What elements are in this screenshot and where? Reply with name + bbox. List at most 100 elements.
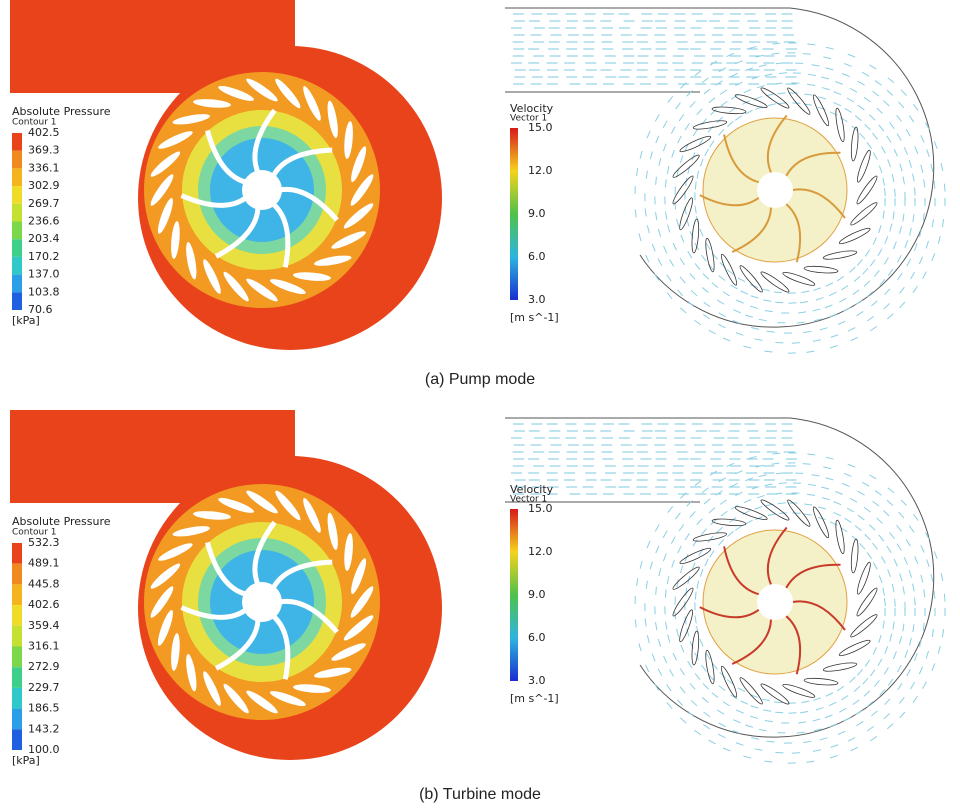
vector: [735, 332, 744, 336]
impeller-blade: [731, 619, 772, 665]
vector: [755, 464, 764, 468]
vector: [807, 43, 816, 46]
vector: [707, 125, 714, 133]
guide-vane: [172, 114, 211, 125]
vector: [655, 586, 657, 595]
guide-vane: [193, 99, 231, 108]
impeller-blade: [731, 207, 772, 253]
vector: [655, 176, 657, 185]
legend-level: 229.7: [28, 681, 60, 694]
vector: [869, 669, 876, 677]
vector: [893, 148, 898, 157]
vector: [884, 288, 891, 296]
legend-swatch: [12, 625, 22, 647]
vector: [828, 701, 837, 707]
vector: [677, 545, 682, 554]
vector: [684, 533, 690, 541]
vector: [806, 760, 815, 763]
vector: [709, 140, 715, 148]
vector: [863, 96, 871, 103]
guide-vane: [692, 532, 728, 542]
legend-unit: [kPa]: [12, 314, 40, 327]
vector: [672, 652, 677, 661]
impeller-blade: [785, 203, 802, 263]
vector: [679, 668, 685, 676]
guide-vane: [850, 614, 878, 638]
vector: [925, 240, 930, 249]
vector: [689, 511, 696, 518]
impeller-blade: [766, 114, 788, 173]
vector: [755, 516, 763, 521]
guide-vane: [246, 78, 278, 102]
guide-vane: [203, 671, 221, 706]
volute-outline: [505, 417, 935, 738]
vector: [908, 159, 912, 168]
vector: [689, 101, 696, 108]
vector: [869, 114, 876, 121]
vector: [813, 287, 821, 291]
legend-title: Velocity: [510, 483, 554, 496]
vector: [877, 248, 883, 257]
vector: [726, 269, 734, 275]
vector: [791, 342, 800, 344]
vector: [866, 701, 874, 708]
vector: [897, 682, 903, 691]
vector: [897, 664, 902, 673]
legend-level: 70.6: [28, 303, 53, 316]
vector: [813, 318, 822, 322]
vector: [751, 327, 760, 330]
guide-vane: [679, 197, 693, 231]
vector: [796, 731, 805, 734]
vector: [694, 652, 700, 661]
guide-vane: [691, 630, 700, 666]
legend-swatch: [12, 133, 22, 151]
vector: [904, 240, 909, 248]
vector: [807, 83, 816, 86]
guide-vane: [246, 490, 278, 514]
vector: [836, 275, 845, 282]
vector: [920, 135, 925, 143]
vector: [754, 748, 763, 751]
guide-vane: [351, 558, 367, 595]
vector: [923, 589, 926, 598]
vector: [864, 123, 871, 131]
vector: [696, 108, 703, 116]
vector: [756, 495, 765, 499]
vector: [718, 685, 726, 691]
vector: [745, 314, 754, 318]
vector: [914, 597, 916, 606]
vector: [775, 301, 784, 304]
legend-level: 15.0: [528, 121, 553, 134]
vector: [887, 77, 895, 84]
vector: [694, 480, 702, 486]
vector: [833, 512, 842, 517]
vector: [896, 133, 902, 141]
vector: [853, 685, 861, 692]
vector: [819, 737, 828, 741]
legend-unit: [m s^-1]: [510, 692, 559, 705]
legend-level: 402.6: [28, 598, 60, 611]
vector: [678, 114, 685, 122]
vector: [859, 542, 866, 550]
vector: [720, 100, 728, 107]
vector: [841, 285, 849, 291]
vector: [857, 490, 865, 496]
vector: [722, 701, 730, 707]
vector: [903, 557, 908, 565]
vector: [775, 711, 784, 714]
vector: [750, 694, 759, 698]
vector: [722, 291, 730, 297]
guide-vane: [246, 278, 278, 302]
vector: [727, 120, 734, 127]
vector: [852, 699, 860, 706]
vector: [705, 242, 711, 250]
vector: [892, 621, 895, 630]
vector: [685, 587, 688, 596]
vector: [657, 228, 662, 237]
vector: [856, 259, 863, 266]
vector: [811, 474, 820, 477]
vector: [833, 102, 842, 107]
vector: [894, 598, 896, 607]
guide-vane: [711, 518, 747, 527]
vector: [829, 345, 838, 349]
